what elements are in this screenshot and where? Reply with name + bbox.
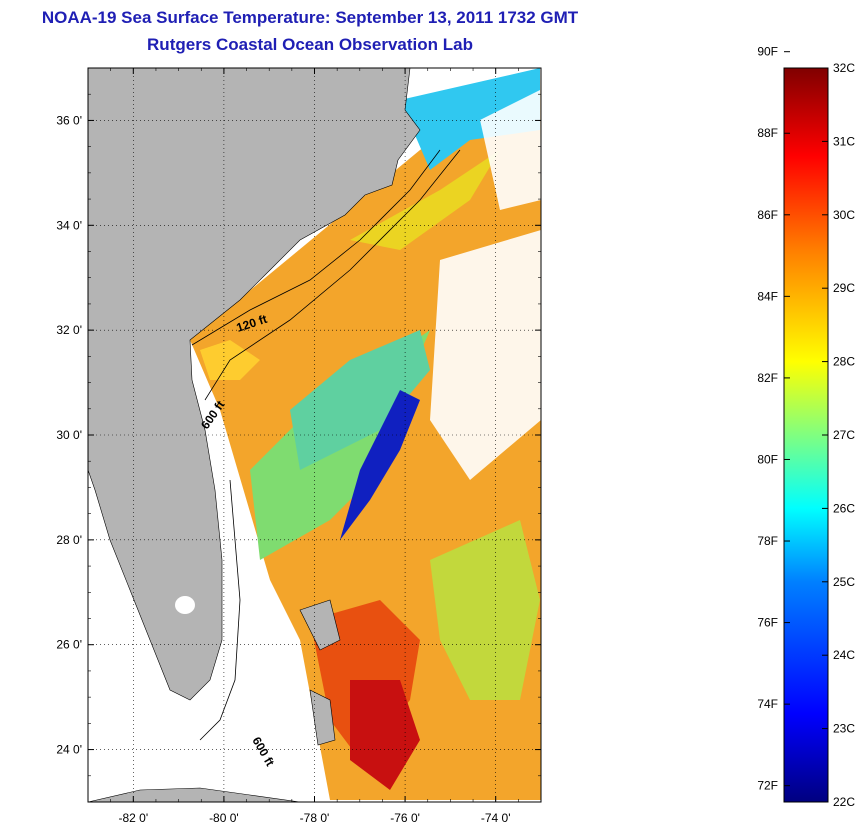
lon-tick-label: -78 0' bbox=[300, 811, 330, 825]
colorbar-label-f: 90F bbox=[757, 45, 778, 59]
colorbar-label-c: 22C bbox=[833, 795, 855, 809]
lat-tick-label: 32 0' bbox=[56, 323, 82, 337]
colorbar bbox=[783, 67, 829, 803]
colorbar-celsius-labels: 32C 31C 30C 29C 28C 27C 26C 25C 24C 23C 22C bbox=[822, 61, 855, 809]
lat-tick-label: 28 0' bbox=[56, 533, 82, 547]
colorbar-label-f: 84F bbox=[757, 289, 778, 303]
lat-tick-label: 34 0' bbox=[56, 218, 82, 232]
axis-ticks: 36 0' 34 0' 32 0' 30 0' 28 0' 26 0' 24 0' -82 0… bbox=[56, 67, 542, 825]
lat-tick-label: 36 0' bbox=[56, 113, 82, 127]
contour-600ft bbox=[199, 149, 461, 741]
colorbar-label-c: 23C bbox=[833, 722, 855, 736]
land-mass-us bbox=[88, 68, 421, 701]
land-mass-cuba bbox=[88, 787, 301, 802]
land-mass-bahamas bbox=[299, 599, 341, 746]
lon-tick-label: -80 0' bbox=[209, 811, 239, 825]
map-title: NOAA-19 Sea Surface Temperature: Septemb… bbox=[41, 8, 579, 27]
colorbar-label-c: 32C bbox=[833, 61, 855, 75]
lon-tick-label: -82 0' bbox=[118, 811, 148, 825]
colorbar-label-f: 82F bbox=[757, 371, 778, 385]
colorbar-label-f: 86F bbox=[757, 208, 778, 222]
colorbar-label-c: 30C bbox=[833, 208, 855, 222]
colorbar-label-f: 78F bbox=[757, 534, 778, 548]
colorbar-fahrenheit-labels: 90F 88F 86F 84F 82F 80F 78F 76F 74F 72F bbox=[757, 45, 790, 793]
contour-label-600ft-south: 600 ft bbox=[249, 735, 277, 769]
lat-tick-label: 30 0' bbox=[56, 428, 82, 442]
lon-tick-label: -74 0' bbox=[481, 811, 511, 825]
contour-120ft bbox=[191, 149, 441, 346]
lon-tick-label: -76 0' bbox=[390, 811, 420, 825]
colorbar-label-c: 25C bbox=[833, 575, 855, 589]
map-subtitle: Rutgers Coastal Ocean Observation Lab bbox=[147, 35, 473, 54]
colorbar-label-f: 88F bbox=[757, 126, 778, 140]
colorbar-label-f: 76F bbox=[757, 616, 778, 630]
colorbar-label-f: 74F bbox=[757, 697, 778, 711]
colorbar-label-c: 24C bbox=[833, 648, 855, 662]
lat-tick-label: 26 0' bbox=[56, 638, 82, 652]
colorbar-label-c: 28C bbox=[833, 355, 855, 369]
colorbar-label-f: 72F bbox=[757, 779, 778, 793]
colorbar-label-c: 27C bbox=[833, 428, 855, 442]
colorbar-label-c: 31C bbox=[833, 134, 855, 148]
lat-tick-label: 24 0' bbox=[56, 743, 82, 757]
colorbar-label-c: 26C bbox=[833, 501, 855, 515]
colorbar-label-c: 29C bbox=[833, 281, 855, 295]
colorbar-label-f: 80F bbox=[757, 452, 778, 466]
